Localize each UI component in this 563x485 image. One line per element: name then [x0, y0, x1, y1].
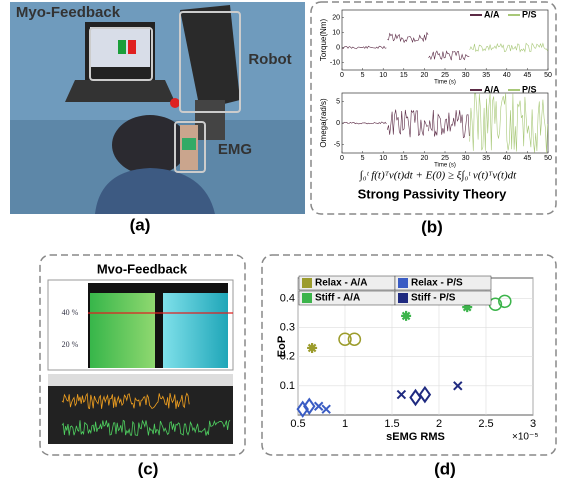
- x-tick-label: 30: [462, 155, 470, 162]
- theory-title: Strong Passivity Theory: [358, 186, 508, 201]
- y-tick-label: 5: [336, 98, 340, 105]
- photo-label: Robot: [248, 51, 291, 68]
- data-point: [401, 311, 411, 321]
- legend-label: Stiff - P/S: [411, 293, 456, 304]
- x-tick-label: 25: [441, 72, 449, 79]
- x-tick-label: 15: [400, 72, 408, 79]
- legend-label: A/A: [484, 9, 500, 19]
- y-tick-label: -5: [334, 141, 340, 148]
- x-tick-label: 40: [503, 72, 511, 79]
- caption: (b): [421, 217, 443, 236]
- x-tick-label: 5: [361, 72, 365, 79]
- y-tick-label: 0.1: [280, 380, 295, 392]
- x-tick-label: 2.5: [478, 418, 493, 430]
- x-tick-label: 15: [400, 155, 408, 162]
- x-tick-label: 20: [421, 72, 429, 79]
- y-axis-label: Torque(Nm): [319, 19, 328, 62]
- y-axis-label: EoP: [276, 336, 288, 357]
- legend-label: A/A: [484, 84, 500, 94]
- y-tick-label: 0.3: [280, 321, 295, 333]
- plot-frame: [342, 10, 548, 70]
- x-axis-label: Time (s): [434, 80, 456, 86]
- y-tick-label: 20: [332, 14, 340, 21]
- x-tick-label: 45: [524, 155, 532, 162]
- x-tick-label: 50: [544, 72, 552, 79]
- x-tick-label: 10: [379, 72, 387, 79]
- y-axis-label: Omega(rad/s): [319, 98, 328, 148]
- y-tick-label: 0: [336, 120, 340, 127]
- x-tick-label: 25: [441, 155, 449, 162]
- x-tick-label: 35: [482, 72, 490, 79]
- data-point: [307, 343, 317, 353]
- x-axis-label: Time (s): [434, 163, 456, 169]
- x-tick-label: 2: [436, 418, 442, 430]
- x-tick-label: 1.5: [384, 418, 399, 430]
- caption: (a): [130, 215, 151, 234]
- y-tick-label: 0.4: [280, 292, 295, 304]
- figure: Myo-Feedback Robot EMG (a) ∫₀ᵗ f(t)ᵀv(t)…: [0, 0, 563, 485]
- y-tick-label: 10: [332, 29, 340, 36]
- formula: ∫₀ᵗ f(t)ᵀv(t)dt + E(0) ≥ ξ∫₀ᵗ v(t)ᵀv(t)d…: [359, 170, 517, 182]
- photo-label: EMG: [218, 141, 252, 158]
- feedback-screen: [48, 280, 233, 444]
- x-tick-label: 45: [524, 72, 532, 79]
- legend-swatch: [302, 278, 312, 288]
- x-tick-label: 30: [462, 72, 470, 79]
- x-tick-label: 0.5: [290, 418, 305, 430]
- photo-label: Myo-Feedback: [16, 4, 121, 21]
- legend-label: Relax - P/S: [411, 278, 463, 289]
- x-tick-label: 35: [482, 155, 490, 162]
- legend-swatch: [398, 278, 408, 288]
- x-tick-label: 0: [340, 72, 344, 79]
- x-tick-label: 20: [421, 155, 429, 162]
- x-tick-label: 3: [530, 418, 536, 430]
- x-tick-label: 10: [379, 155, 387, 162]
- axis-exponent: ×10⁻⁵: [512, 432, 538, 443]
- panel-title: Mvo-Feedback: [97, 261, 188, 276]
- caption: (c): [138, 459, 159, 478]
- y-tick-label: -10: [330, 59, 340, 66]
- level-label: 20 %: [62, 340, 79, 349]
- legend-label: Stiff - A/A: [315, 293, 360, 304]
- legend-swatch: [302, 293, 312, 303]
- legend-label: P/S: [522, 9, 537, 19]
- x-tick-label: 1: [342, 418, 348, 430]
- y-tick-label: 0: [336, 44, 340, 51]
- legend-swatch: [398, 293, 408, 303]
- x-axis-label: sEMG RMS: [386, 431, 445, 443]
- legend-label: P/S: [522, 84, 537, 94]
- photo: [10, 2, 305, 214]
- x-tick-label: 5: [361, 155, 365, 162]
- x-tick-label: 50: [544, 155, 552, 162]
- caption: (d): [434, 459, 456, 478]
- level-label: 40 %: [62, 308, 79, 317]
- x-tick-label: 40: [503, 155, 511, 162]
- x-tick-label: 0: [340, 155, 344, 162]
- legend-label: Relax - A/A: [315, 278, 367, 289]
